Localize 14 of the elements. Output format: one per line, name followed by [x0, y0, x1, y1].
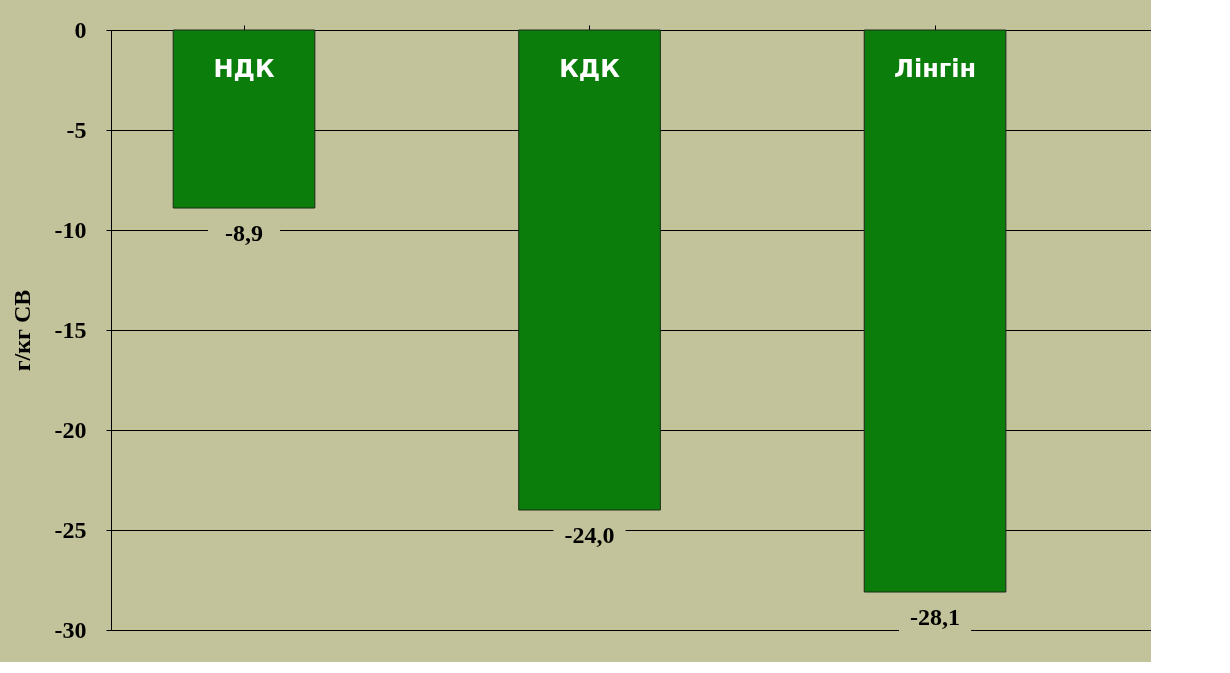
y-tick-label: -10: [54, 216, 87, 243]
data-label: -28,1: [910, 604, 961, 630]
y-tick-label: -25: [54, 516, 87, 543]
data-label: -24,0: [564, 522, 615, 548]
y-tick-label: -20: [54, 416, 87, 443]
x-tick-label: Лінгін: [894, 55, 977, 83]
y-axis-title: г/кг СВ: [8, 289, 35, 372]
y-tick-label: -15: [54, 316, 87, 343]
data-label: -8,9: [225, 220, 264, 246]
y-tick-label: -30: [54, 616, 87, 643]
x-tick-label: НДК: [213, 55, 275, 83]
x-tick-label: КДК: [559, 55, 621, 83]
y-tick-label: 0: [74, 16, 87, 43]
y-tick-label: -5: [66, 116, 87, 143]
